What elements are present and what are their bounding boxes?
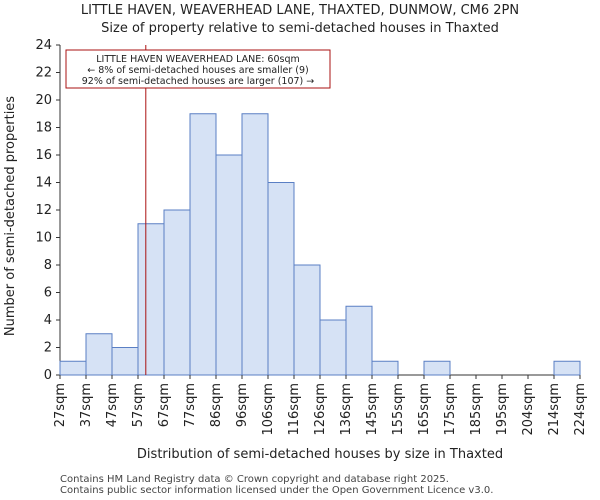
y-tick-label: 22 <box>35 66 52 81</box>
histogram-bar <box>59 360 87 376</box>
annotation-box <box>65 49 331 89</box>
annotation-line2: ← 8% of semi-detached houses are smaller… <box>87 65 308 76</box>
y-tick-label: 6 <box>44 286 52 301</box>
x-tick-label: 67sqm <box>157 383 172 427</box>
y-tick-label: 24 <box>35 38 52 53</box>
histogram-bar <box>215 154 243 376</box>
x-tick-label: 224sqm <box>573 383 588 436</box>
y-tick-label: 8 <box>44 258 52 273</box>
y-axis-label: Number of semi-detached properties <box>3 96 18 336</box>
histogram-bar <box>137 223 165 376</box>
annotation-line3: 92% of semi-detached houses are larger (… <box>82 76 315 87</box>
y-tick-label: 4 <box>44 313 52 328</box>
y-tick-label: 2 <box>44 341 52 356</box>
histogram-bar <box>293 264 321 376</box>
histogram-bar <box>267 182 295 376</box>
x-tick-label: 185sqm <box>469 383 484 436</box>
y-tick-label: 10 <box>35 231 52 246</box>
x-tick-label: 165sqm <box>417 383 432 436</box>
annotation-line1: LITTLE HAVEN WEAVERHEAD LANE: 60sqm <box>96 54 300 65</box>
x-tick-label: 126sqm <box>313 383 328 436</box>
x-tick-label: 37sqm <box>79 383 94 427</box>
x-tick-label: 106sqm <box>261 383 276 436</box>
x-tick-label: 96sqm <box>235 383 250 427</box>
x-tick-label: 27sqm <box>53 383 68 427</box>
y-tick-label: 14 <box>35 176 52 191</box>
x-tick-label: 47sqm <box>105 383 120 427</box>
x-tick-label: 145sqm <box>365 383 380 436</box>
x-tick-label: 57sqm <box>131 383 146 427</box>
histogram-bar <box>319 319 347 376</box>
histogram-bar <box>345 305 373 376</box>
x-axis-label: Distribution of semi-detached houses by … <box>137 447 503 462</box>
footer-line1: Contains HM Land Registry data © Crown c… <box>60 474 449 485</box>
histogram-bar <box>189 113 217 376</box>
histogram-bar <box>163 209 191 376</box>
y-tick-label: 20 <box>35 93 52 108</box>
histogram-bar <box>423 360 451 376</box>
x-tick-label: 155sqm <box>391 383 406 436</box>
histogram-bar <box>553 360 581 376</box>
x-tick-label: 204sqm <box>521 383 536 436</box>
x-tick-label: 136sqm <box>339 383 354 436</box>
x-tick-label: 77sqm <box>183 383 198 427</box>
x-tick-label: 214sqm <box>547 383 562 436</box>
histogram-bar <box>241 113 269 376</box>
x-tick-label: 86sqm <box>209 383 224 427</box>
chart-title-line2: Size of property relative to semi-detach… <box>101 21 499 36</box>
x-tick-label: 116sqm <box>287 383 302 436</box>
histogram-bar <box>111 347 139 376</box>
x-tick-label: 195sqm <box>495 383 510 436</box>
histogram-bar <box>371 360 399 376</box>
y-tick-label: 16 <box>35 148 52 163</box>
y-tick-label: 0 <box>44 368 52 383</box>
chart-title-line1: LITTLE HAVEN, WEAVERHEAD LANE, THAXTED, … <box>80 3 520 18</box>
y-tick-label: 18 <box>35 121 52 136</box>
histogram-bar <box>85 333 113 376</box>
x-tick-label: 175sqm <box>443 383 458 436</box>
footer-line2: Contains public sector information licen… <box>60 485 494 496</box>
y-tick-label: 12 <box>35 203 52 218</box>
